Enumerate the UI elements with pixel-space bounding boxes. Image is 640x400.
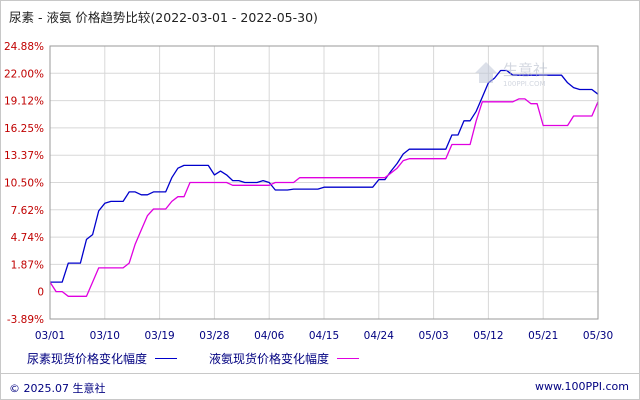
footer: © 2025.07 生意社 www.100PPI.com — [1, 373, 639, 400]
x-tick-label: 04/24 — [364, 330, 395, 342]
legend-line-ammonia — [337, 358, 360, 359]
y-tick-label: 0 — [37, 287, 44, 299]
y-tick-label: 13.37% — [4, 150, 44, 162]
legend-label-urea: 尿素现货价格变化幅度 — [27, 352, 148, 366]
copyright-text: © 2025.07 生意社 — [9, 382, 106, 395]
y-tick-label: 22.00% — [4, 68, 44, 80]
x-tick-label: 03/19 — [144, 330, 174, 342]
grid-layer — [50, 46, 598, 319]
y-tick-label: 7.62% — [11, 205, 44, 217]
series-line-urea — [50, 69, 599, 283]
y-tick-label: 1.87% — [11, 259, 44, 271]
series-layer — [49, 69, 599, 297]
y-tick-label: -3.89% — [7, 314, 44, 326]
x-tick-label: 03/01 — [35, 330, 65, 342]
chart-svg: 24.88% 22.00% 19.12% 16.25% 13.37% 10.50% 7.62… — [4, 41, 613, 342]
x-tick-label: 05/30 — [583, 330, 613, 342]
y-tick-label: 4.74% — [11, 232, 44, 244]
x-tick-label: 05/12 — [473, 330, 503, 342]
site-link[interactable]: www.100PPI.com — [535, 380, 629, 393]
x-tick-label: 05/03 — [418, 330, 448, 342]
x-tick-label: 03/28 — [199, 330, 229, 342]
watermark-subtext: 100PPI.COM — [503, 80, 546, 88]
watermark-logo: 生意社 100PPI.COM — [475, 61, 548, 88]
y-tick-label: 19.12% — [4, 96, 44, 108]
legend-label-ammonia: 液氨现货价格变化幅度 — [209, 352, 330, 366]
y-tick-label: 10.50% — [4, 178, 44, 190]
y-tick-label: 24.88% — [4, 41, 44, 53]
tick-layer: 24.88% 22.00% 19.12% 16.25% 13.37% 10.50% 7.62… — [4, 41, 613, 342]
legend: 尿素现货价格变化幅度 液氨现货价格变化幅度 — [27, 350, 391, 367]
watermark-house-icon — [475, 62, 497, 73]
x-tick-label: 03/10 — [90, 330, 120, 342]
plot-border — [49, 45, 599, 320]
x-tick-label: 04/06 — [254, 330, 285, 342]
series-line-ammonia — [49, 98, 599, 297]
chart-title: 尿素 - 液氨 价格趋势比较(2022-03-01 - 2022-05-30) — [9, 10, 318, 25]
legend-line-urea — [155, 358, 178, 359]
y-tick-label: 16.25% — [4, 123, 44, 135]
x-tick-label: 04/15 — [309, 330, 339, 342]
x-tick-label: 05/21 — [528, 330, 558, 342]
watermark-text: 生意社 — [503, 61, 548, 79]
